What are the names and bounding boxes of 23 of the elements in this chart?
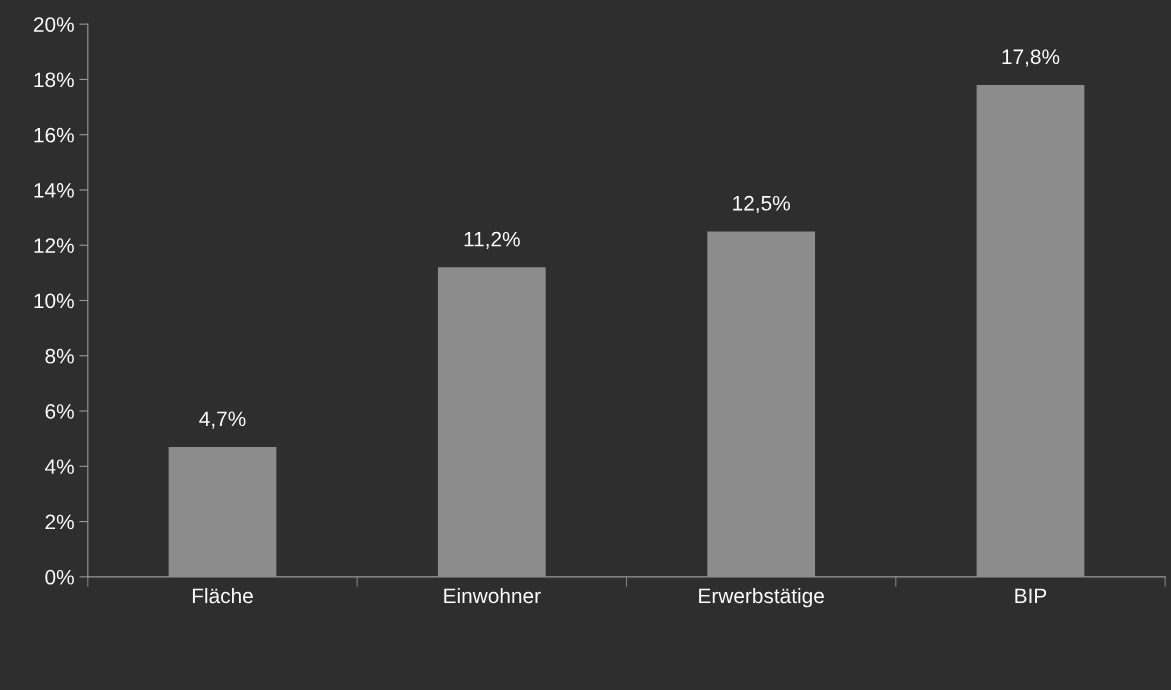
y-tick-label: 2%: [45, 514, 74, 530]
data-label: 17,8%: [1002, 49, 1060, 67]
data-label: 12,5%: [733, 195, 790, 214]
y-tick-label: 6%: [45, 404, 74, 419]
y-tick-label: 8%: [45, 348, 74, 364]
bar: [976, 84, 1085, 577]
data-label: 11,2%: [464, 231, 520, 250]
data-label: 4,7%: [199, 411, 246, 429]
x-tick-label: Erwerbstätige: [699, 587, 824, 608]
y-tick-label: 10%: [34, 293, 74, 309]
bar: [707, 231, 816, 577]
y-tick-label: 18%: [34, 72, 74, 88]
bar: [168, 446, 277, 577]
bar: [437, 267, 546, 577]
y-tick-label: 14%: [34, 183, 74, 198]
y-tick-label: 0%: [45, 569, 74, 585]
x-tick-label: Einwohner: [444, 587, 541, 604]
x-tick-label: Fläche: [192, 587, 253, 604]
y-tick-label: 20%: [33, 17, 74, 32]
y-tick-label: 12%: [34, 238, 74, 253]
x-tick-label: BIP: [1015, 588, 1047, 604]
y-tick-label: 16%: [34, 127, 74, 143]
y-tick-label: 4%: [45, 459, 74, 474]
